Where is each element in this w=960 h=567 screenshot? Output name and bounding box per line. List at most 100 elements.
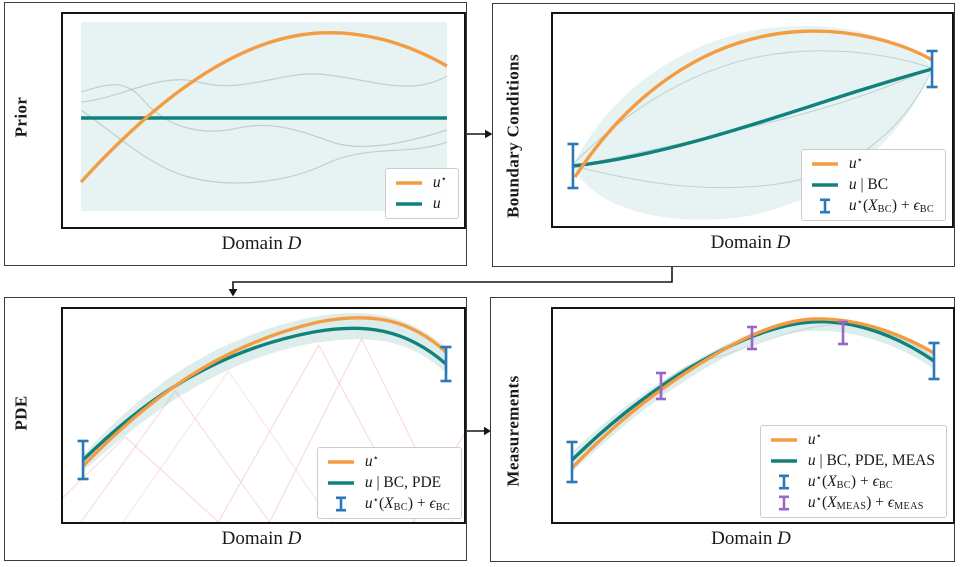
text-segment: MEAS	[836, 501, 867, 512]
text-segment: BC	[919, 204, 934, 215]
legend-errorbar-marker	[769, 473, 799, 491]
text-segment: +	[856, 472, 873, 490]
text-segment: D	[777, 528, 791, 549]
text-segment: | BC, PDE, MEAS	[815, 451, 935, 469]
text-segment: BC	[878, 479, 894, 491]
legend-row: u | BC, PDE	[326, 474, 450, 492]
text-segment: (	[822, 472, 828, 490]
text-segment: D	[287, 233, 302, 254]
panel-side-label-measurements: Measurements	[503, 375, 523, 487]
u-star-curve	[79, 30, 448, 184]
legend-label: u | BC, PDE	[365, 474, 441, 492]
legend-line-marker	[769, 434, 799, 446]
text-segment: D	[776, 232, 791, 253]
panel-side-label-prior: Prior	[11, 96, 31, 138]
text-segment: u	[848, 196, 857, 214]
legend-row: u⋆	[810, 155, 934, 173]
legend-errorbar-marker	[810, 197, 840, 215]
legend-line-marker	[394, 177, 424, 189]
bc-errorbars	[566, 341, 940, 484]
prior-plot	[79, 22, 448, 211]
text-segment: ⋆	[856, 154, 863, 166]
panel-side-label-pde: PDE	[11, 395, 31, 431]
legend-row: u⋆	[326, 453, 450, 471]
legend-line-marker	[810, 179, 840, 191]
text-segment: u	[364, 452, 373, 470]
text-segment: X	[827, 472, 837, 490]
legend-line-marker	[769, 455, 799, 467]
prior-sample-paths	[80, 73, 448, 184]
panel-measurements: Measurements u⋆ u | BC, PDE, MEAS u⋆(XBC) …	[490, 297, 955, 562]
legend-row: u | BC	[810, 176, 934, 194]
arrow-pde-to-measurements	[467, 426, 491, 436]
text-segment: ⋆	[372, 494, 379, 506]
legend-label: u | BC, PDE, MEAS	[808, 452, 935, 470]
legend-pde: u⋆ u | BC, PDE u⋆(XBC) + ϵBC	[316, 446, 462, 519]
text-segment: ⋆	[815, 472, 823, 484]
text-segment: u	[432, 174, 441, 191]
text-segment: +	[897, 196, 914, 214]
plot-area-pde: u⋆ u | BC, PDE u⋆(XBC) + ϵBC	[61, 307, 466, 524]
legend-label: u⋆	[365, 453, 379, 471]
text-segment: X	[827, 493, 837, 511]
u-star-curve	[81, 316, 448, 468]
text-segment: Domain	[710, 232, 777, 253]
text-segment: BC	[435, 502, 450, 513]
text-segment: ⋆	[372, 452, 379, 464]
x-axis-label: Domain D	[61, 528, 462, 550]
plot-area-measurements: u⋆ u | BC, PDE, MEAS u⋆(XBC) + ϵBC u⋆(XMEAS…	[551, 307, 955, 524]
text-segment: u	[848, 175, 857, 193]
text-segment: (	[378, 494, 385, 512]
uncertainty-band	[572, 318, 934, 472]
arrow-prior-to-bc	[467, 129, 493, 139]
panel-boundary-conditions: Boundary Conditions u⋆ u | BC u⋆(XBC) + ϵB…	[492, 3, 955, 267]
text-segment: Domain	[221, 528, 288, 549]
legend-row: u | BC, PDE, MEAS	[769, 452, 935, 470]
posterior-sample-paths	[572, 50, 933, 189]
text-segment: | BC	[856, 175, 889, 193]
arrow-bc-to-pde	[228, 267, 673, 297]
text-segment: u	[848, 154, 857, 172]
legend-line-marker	[810, 158, 840, 170]
text-segment: ⋆	[815, 430, 823, 442]
legend-label: u⋆	[849, 155, 863, 173]
plot-area-boundary-conditions: u⋆ u | BC u⋆(XBC) + ϵBC	[551, 12, 954, 228]
text-segment: BC	[877, 204, 892, 215]
legend-row: u	[394, 195, 447, 213]
legend-row: u⋆(XBC) + ϵBC	[810, 197, 934, 215]
legend-label: u⋆(XBC) + ϵBC	[808, 473, 893, 491]
bc-errorbars	[77, 345, 452, 481]
panel-pde: PDE u⋆ u | BC, PDE u⋆(XBC) + ϵBC Domain D	[4, 297, 467, 561]
text-segment: (	[862, 196, 869, 214]
legend-row: u⋆	[394, 174, 447, 192]
text-segment: MEAS	[894, 501, 924, 512]
text-segment: ⋆	[440, 173, 447, 185]
text-segment: u	[807, 493, 816, 511]
legend-line-marker	[394, 198, 424, 210]
legend-row: u⋆(XBC) + ϵBC	[326, 495, 450, 513]
legend-label: u	[433, 195, 441, 213]
text-segment: ⋆	[815, 493, 823, 505]
x-axis-label: Domain D	[551, 528, 951, 550]
legend-label: u⋆	[808, 431, 822, 449]
posterior-mean-curve	[81, 326, 448, 462]
text-segment: Domain	[711, 528, 778, 549]
legend-errorbar-marker	[326, 495, 356, 513]
text-segment: u	[807, 451, 816, 469]
u-star-curve	[570, 317, 935, 470]
text-segment: BC	[836, 479, 851, 491]
text-segment: u	[364, 494, 373, 512]
legend-label: u⋆(XBC) + ϵBC	[849, 197, 934, 215]
posterior-mean-curve	[572, 67, 933, 168]
text-segment: )	[407, 494, 414, 512]
legend-line-marker	[326, 456, 356, 468]
legend-measurements: u⋆ u | BC, PDE, MEAS u⋆(XBC) + ϵBC u⋆(XMEAS…	[759, 424, 947, 518]
text-segment: ϵ	[913, 196, 920, 214]
text-segment: u	[807, 472, 816, 490]
legend-boundary-conditions: u⋆ u | BC u⋆(XBC) + ϵBC	[800, 148, 946, 221]
legend-label: u | BC	[849, 176, 888, 194]
legend-line-marker	[326, 477, 356, 489]
text-segment: u	[364, 473, 373, 491]
text-segment: )	[850, 472, 857, 490]
